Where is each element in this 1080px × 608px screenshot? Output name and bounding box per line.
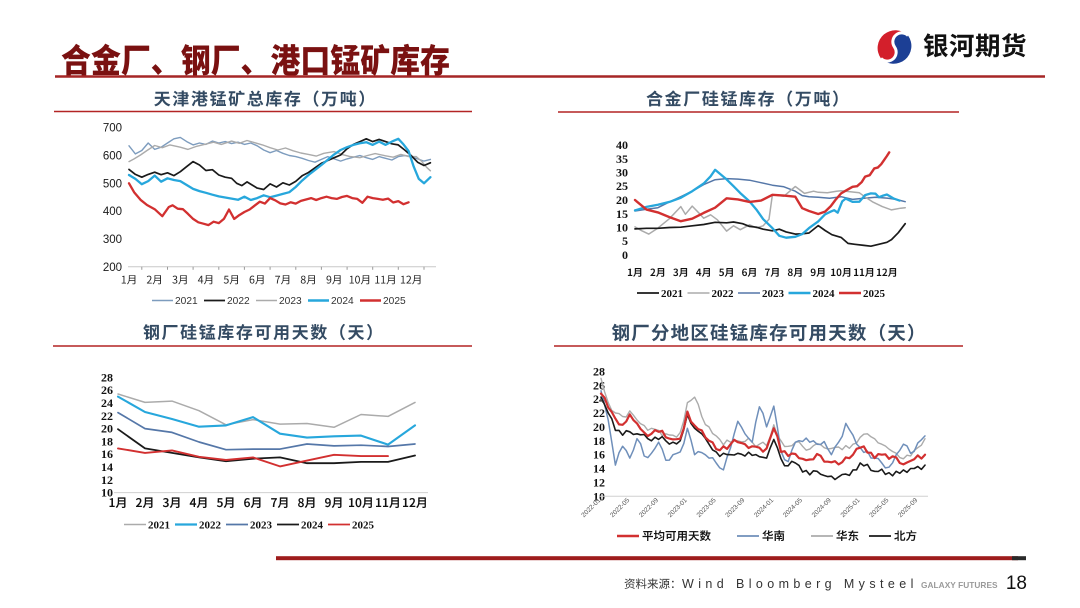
svg-text:2023: 2023: [762, 288, 785, 300]
svg-text:600: 600: [103, 151, 122, 163]
svg-text:2024: 2024: [331, 296, 354, 307]
svg-text:22: 22: [593, 406, 605, 420]
svg-text:2025: 2025: [383, 296, 406, 307]
svg-text:500: 500: [103, 178, 122, 190]
svg-text:2022-09: 2022-09: [638, 497, 660, 519]
svg-text:24: 24: [101, 396, 113, 410]
svg-text:10: 10: [616, 221, 628, 235]
svg-text:2022: 2022: [227, 296, 250, 307]
svg-text:16: 16: [101, 447, 113, 461]
svg-text:10: 10: [101, 486, 113, 500]
svg-text:2024-01: 2024-01: [753, 497, 775, 519]
svg-text:2025-09: 2025-09: [897, 497, 919, 519]
svg-text:2023: 2023: [279, 296, 302, 307]
svg-text:28: 28: [101, 370, 113, 384]
svg-text:20: 20: [593, 420, 605, 434]
svg-text:2025: 2025: [863, 288, 886, 300]
svg-text:12: 12: [593, 475, 605, 489]
svg-text:2024: 2024: [301, 520, 324, 532]
svg-text:2022-05: 2022-05: [609, 497, 631, 519]
svg-text:25: 25: [616, 179, 628, 193]
svg-text:2023-09: 2023-09: [724, 497, 746, 519]
svg-text:30: 30: [616, 166, 628, 180]
svg-text:5: 5: [622, 234, 628, 248]
svg-text:35: 35: [616, 152, 628, 166]
svg-text:2025-01: 2025-01: [840, 497, 862, 519]
svg-text:200: 200: [103, 262, 122, 274]
svg-text:2024-09: 2024-09: [811, 497, 833, 519]
svg-text:18: 18: [593, 434, 605, 448]
svg-text:GALAXY FUTURES: GALAXY FUTURES: [921, 580, 998, 590]
svg-text:18: 18: [101, 434, 113, 448]
svg-text:26: 26: [101, 383, 113, 397]
svg-text:2023: 2023: [250, 520, 273, 532]
svg-text:12: 12: [101, 473, 113, 487]
svg-text:2023-01: 2023-01: [667, 497, 689, 519]
svg-text:400: 400: [103, 206, 122, 218]
svg-text:20: 20: [616, 193, 628, 207]
svg-text:16: 16: [593, 448, 605, 462]
svg-text:22: 22: [101, 409, 113, 423]
svg-text:2021: 2021: [175, 296, 198, 307]
svg-text:2022: 2022: [712, 288, 735, 300]
svg-text:2025: 2025: [352, 520, 375, 532]
svg-text:300: 300: [103, 234, 122, 246]
svg-text:2023-05: 2023-05: [696, 497, 718, 519]
svg-text:20: 20: [101, 422, 113, 436]
svg-text:2021: 2021: [661, 288, 683, 300]
svg-text:2021: 2021: [148, 520, 170, 532]
svg-text:40: 40: [616, 138, 628, 152]
svg-text:28: 28: [593, 364, 605, 378]
svg-text:2025-05: 2025-05: [868, 497, 890, 519]
svg-text:14: 14: [593, 462, 605, 476]
svg-text:700: 700: [103, 123, 122, 135]
svg-text:0: 0: [622, 248, 628, 262]
svg-text:Wind Bloomberg Mysteel: Wind Bloomberg Mysteel: [682, 577, 918, 591]
svg-text:2022: 2022: [199, 520, 222, 532]
svg-text:2024: 2024: [813, 288, 836, 300]
svg-text:15: 15: [616, 207, 628, 221]
svg-text:2022-01: 2022-01: [580, 497, 602, 519]
svg-text:2024-05: 2024-05: [782, 497, 804, 519]
svg-text:14: 14: [101, 460, 113, 474]
svg-text:18: 18: [1006, 573, 1027, 594]
